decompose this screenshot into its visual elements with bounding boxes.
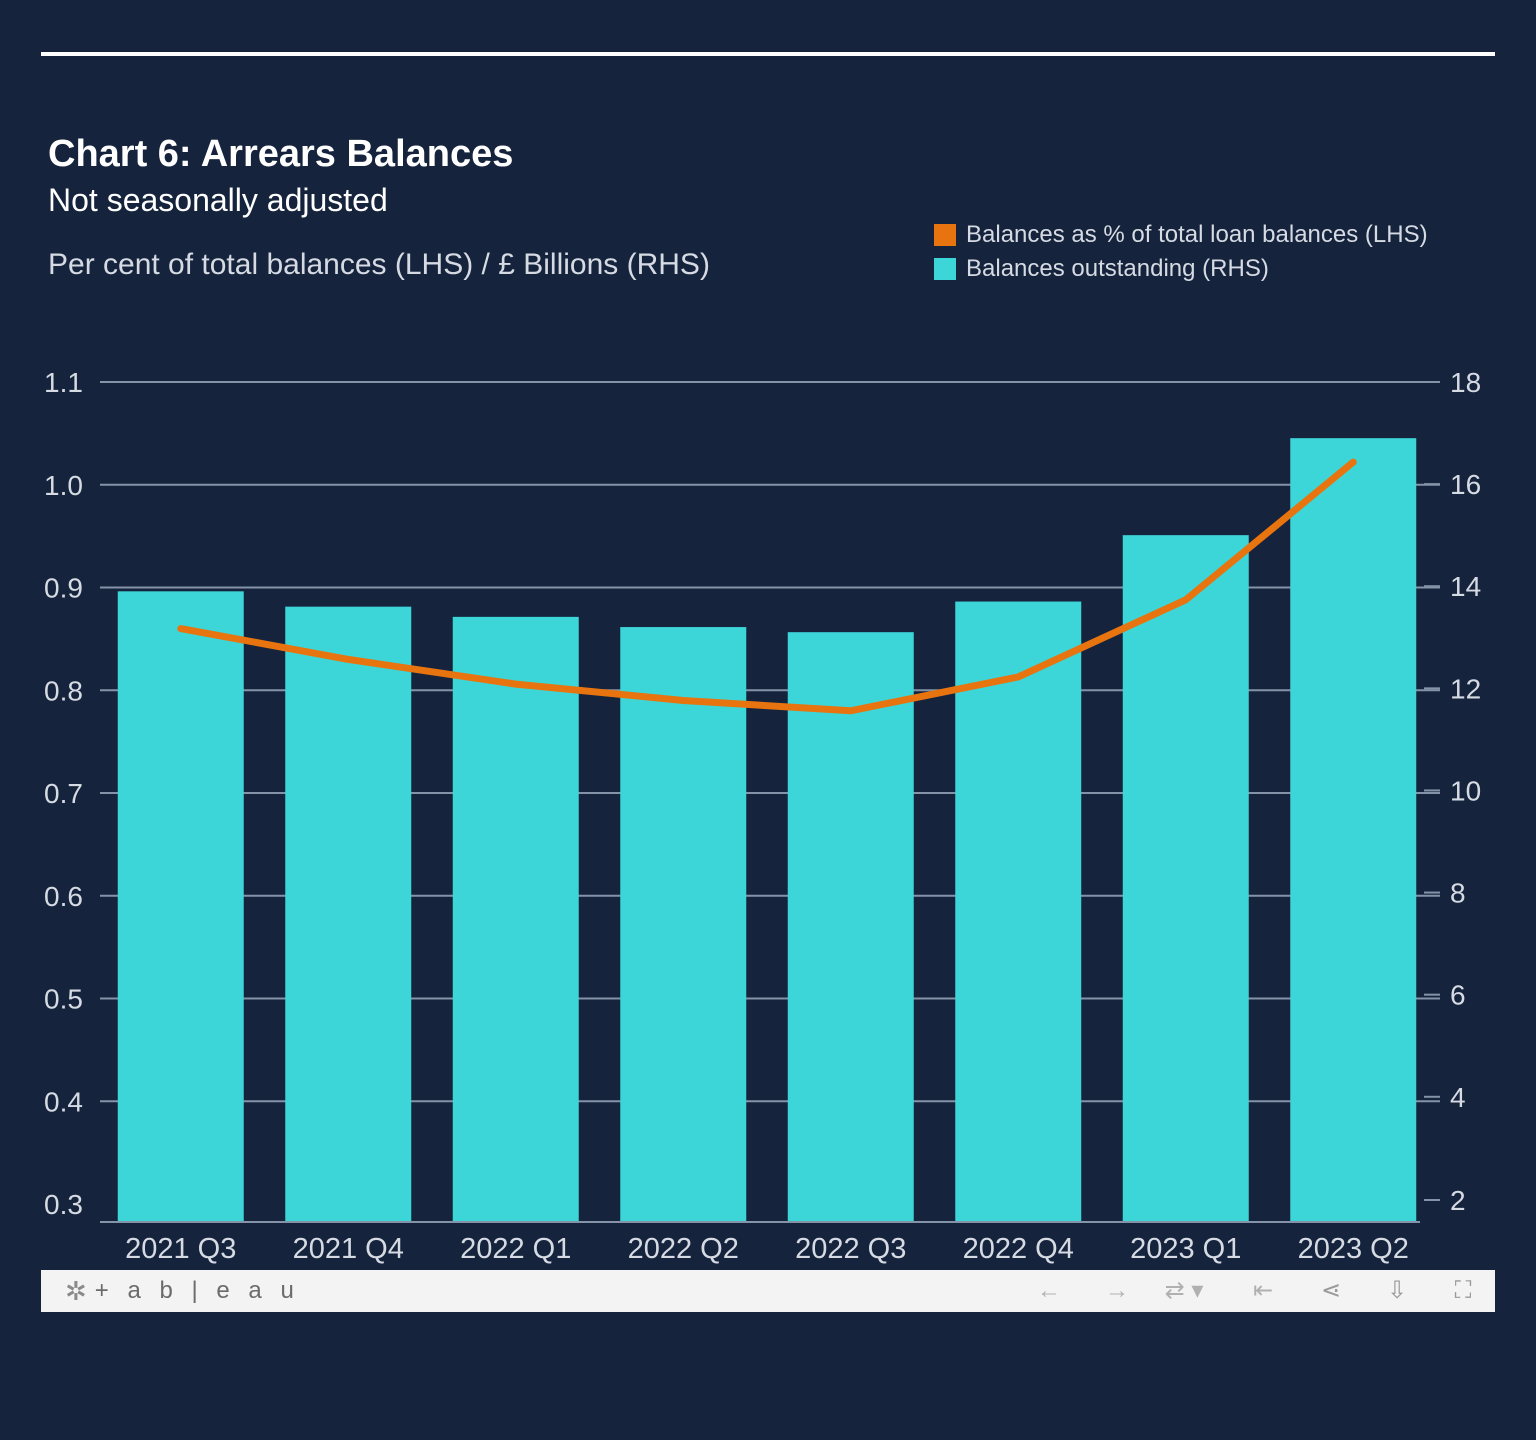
tableau-logo-text: + a b | e a u (94, 1277, 300, 1304)
y-right-tick-label: 4 (1450, 1082, 1466, 1113)
chart-title: Chart 6: Arrears Balances (48, 133, 514, 175)
top-rule (41, 52, 1495, 56)
units-label: Per cent of total balances (LHS) / £ Bil… (48, 248, 710, 281)
bar (117, 591, 244, 1222)
legend: Balances as % of total loan balances (LH… (934, 218, 1428, 286)
x-tick-label: 2022 Q3 (795, 1233, 906, 1265)
legend-item-line: Balances as % of total loan balances (LH… (934, 218, 1428, 252)
x-tick-label: 2023 Q2 (1298, 1233, 1409, 1265)
y-left-tick-label: 0.3 (44, 1189, 83, 1220)
bar (452, 616, 579, 1222)
y-left-tick-label: 0.4 (44, 1086, 83, 1117)
x-tick-label: 2021 Q3 (125, 1233, 236, 1265)
reset-icon[interactable]: ⇤ (1252, 1277, 1274, 1304)
y-left-tick-label: 0.5 (44, 984, 83, 1015)
line-series (177, 458, 1357, 715)
bar (620, 627, 747, 1222)
y-left-tick-label: 0.7 (44, 778, 83, 809)
download-icon[interactable]: ⇩ (1386, 1277, 1408, 1304)
fullscreen-icon[interactable]: ⛶ (1454, 1277, 1472, 1304)
y-right-tick-label: 2 (1450, 1185, 1466, 1216)
legend-label-line: Balances as % of total loan balances (LH… (966, 221, 1428, 248)
y-right-tick-label: 10 (1450, 775, 1481, 806)
tableau-logo-icon: ✲ (65, 1276, 87, 1306)
legend-swatch-bar (934, 258, 956, 280)
x-tick-label: 2021 Q4 (293, 1233, 404, 1265)
legend-item-bar: Balances outstanding (RHS) (934, 252, 1428, 286)
tableau-logo[interactable]: ✲ + a b | e a u (65, 1276, 300, 1306)
revert-icon[interactable]: ⇄ ▾ (1164, 1277, 1204, 1304)
x-tick-label: 2023 Q1 (1130, 1233, 1241, 1265)
x-tick-label: 2022 Q4 (963, 1233, 1074, 1265)
chart-subtitle: Not seasonally adjusted (48, 182, 388, 218)
y-right-tick-label: 6 (1450, 980, 1466, 1011)
undo-icon[interactable]: ← (1037, 1277, 1061, 1304)
bar (787, 632, 914, 1222)
y-left-tick-label: 0.6 (44, 881, 83, 912)
bar (1122, 535, 1249, 1222)
y-right-tick-label: 12 (1450, 673, 1481, 704)
y-left-tick-label: 1.1 (44, 367, 83, 398)
y-right-tick-label: 16 (1450, 469, 1481, 500)
x-tick-label: 2022 Q1 (460, 1233, 571, 1265)
legend-swatch-line (934, 224, 956, 246)
x-tick-label: 2022 Q2 (628, 1233, 739, 1265)
bar (285, 606, 412, 1222)
y-right-tick-label: 14 (1450, 571, 1481, 602)
y-left-tick-label: 0.8 (44, 675, 83, 706)
bar (1290, 438, 1417, 1222)
tableau-toolbar: ✲ + a b | e a u ← → ⇄ ▾ ⇤ ⋖ ⇩ ⛶ (41, 1270, 1495, 1312)
y-left-tick-label: 0.9 (44, 573, 83, 604)
y-right-tick-label: 8 (1450, 878, 1466, 909)
y-right-tick-label: 18 (1450, 367, 1481, 398)
share-icon[interactable]: ⋖ (1320, 1277, 1342, 1304)
redo-icon[interactable]: → (1105, 1277, 1129, 1304)
chart-plot: 0.3 0.4 0.5 0.6 0.7 0.8 0.9 1.0 1.1 2 4 6 8 10 12 14 16 1… (44, 367, 1481, 1265)
legend-label-bar: Balances outstanding (RHS) (966, 255, 1269, 282)
bar (955, 601, 1082, 1222)
y-left-tick-label: 1.0 (44, 470, 83, 501)
